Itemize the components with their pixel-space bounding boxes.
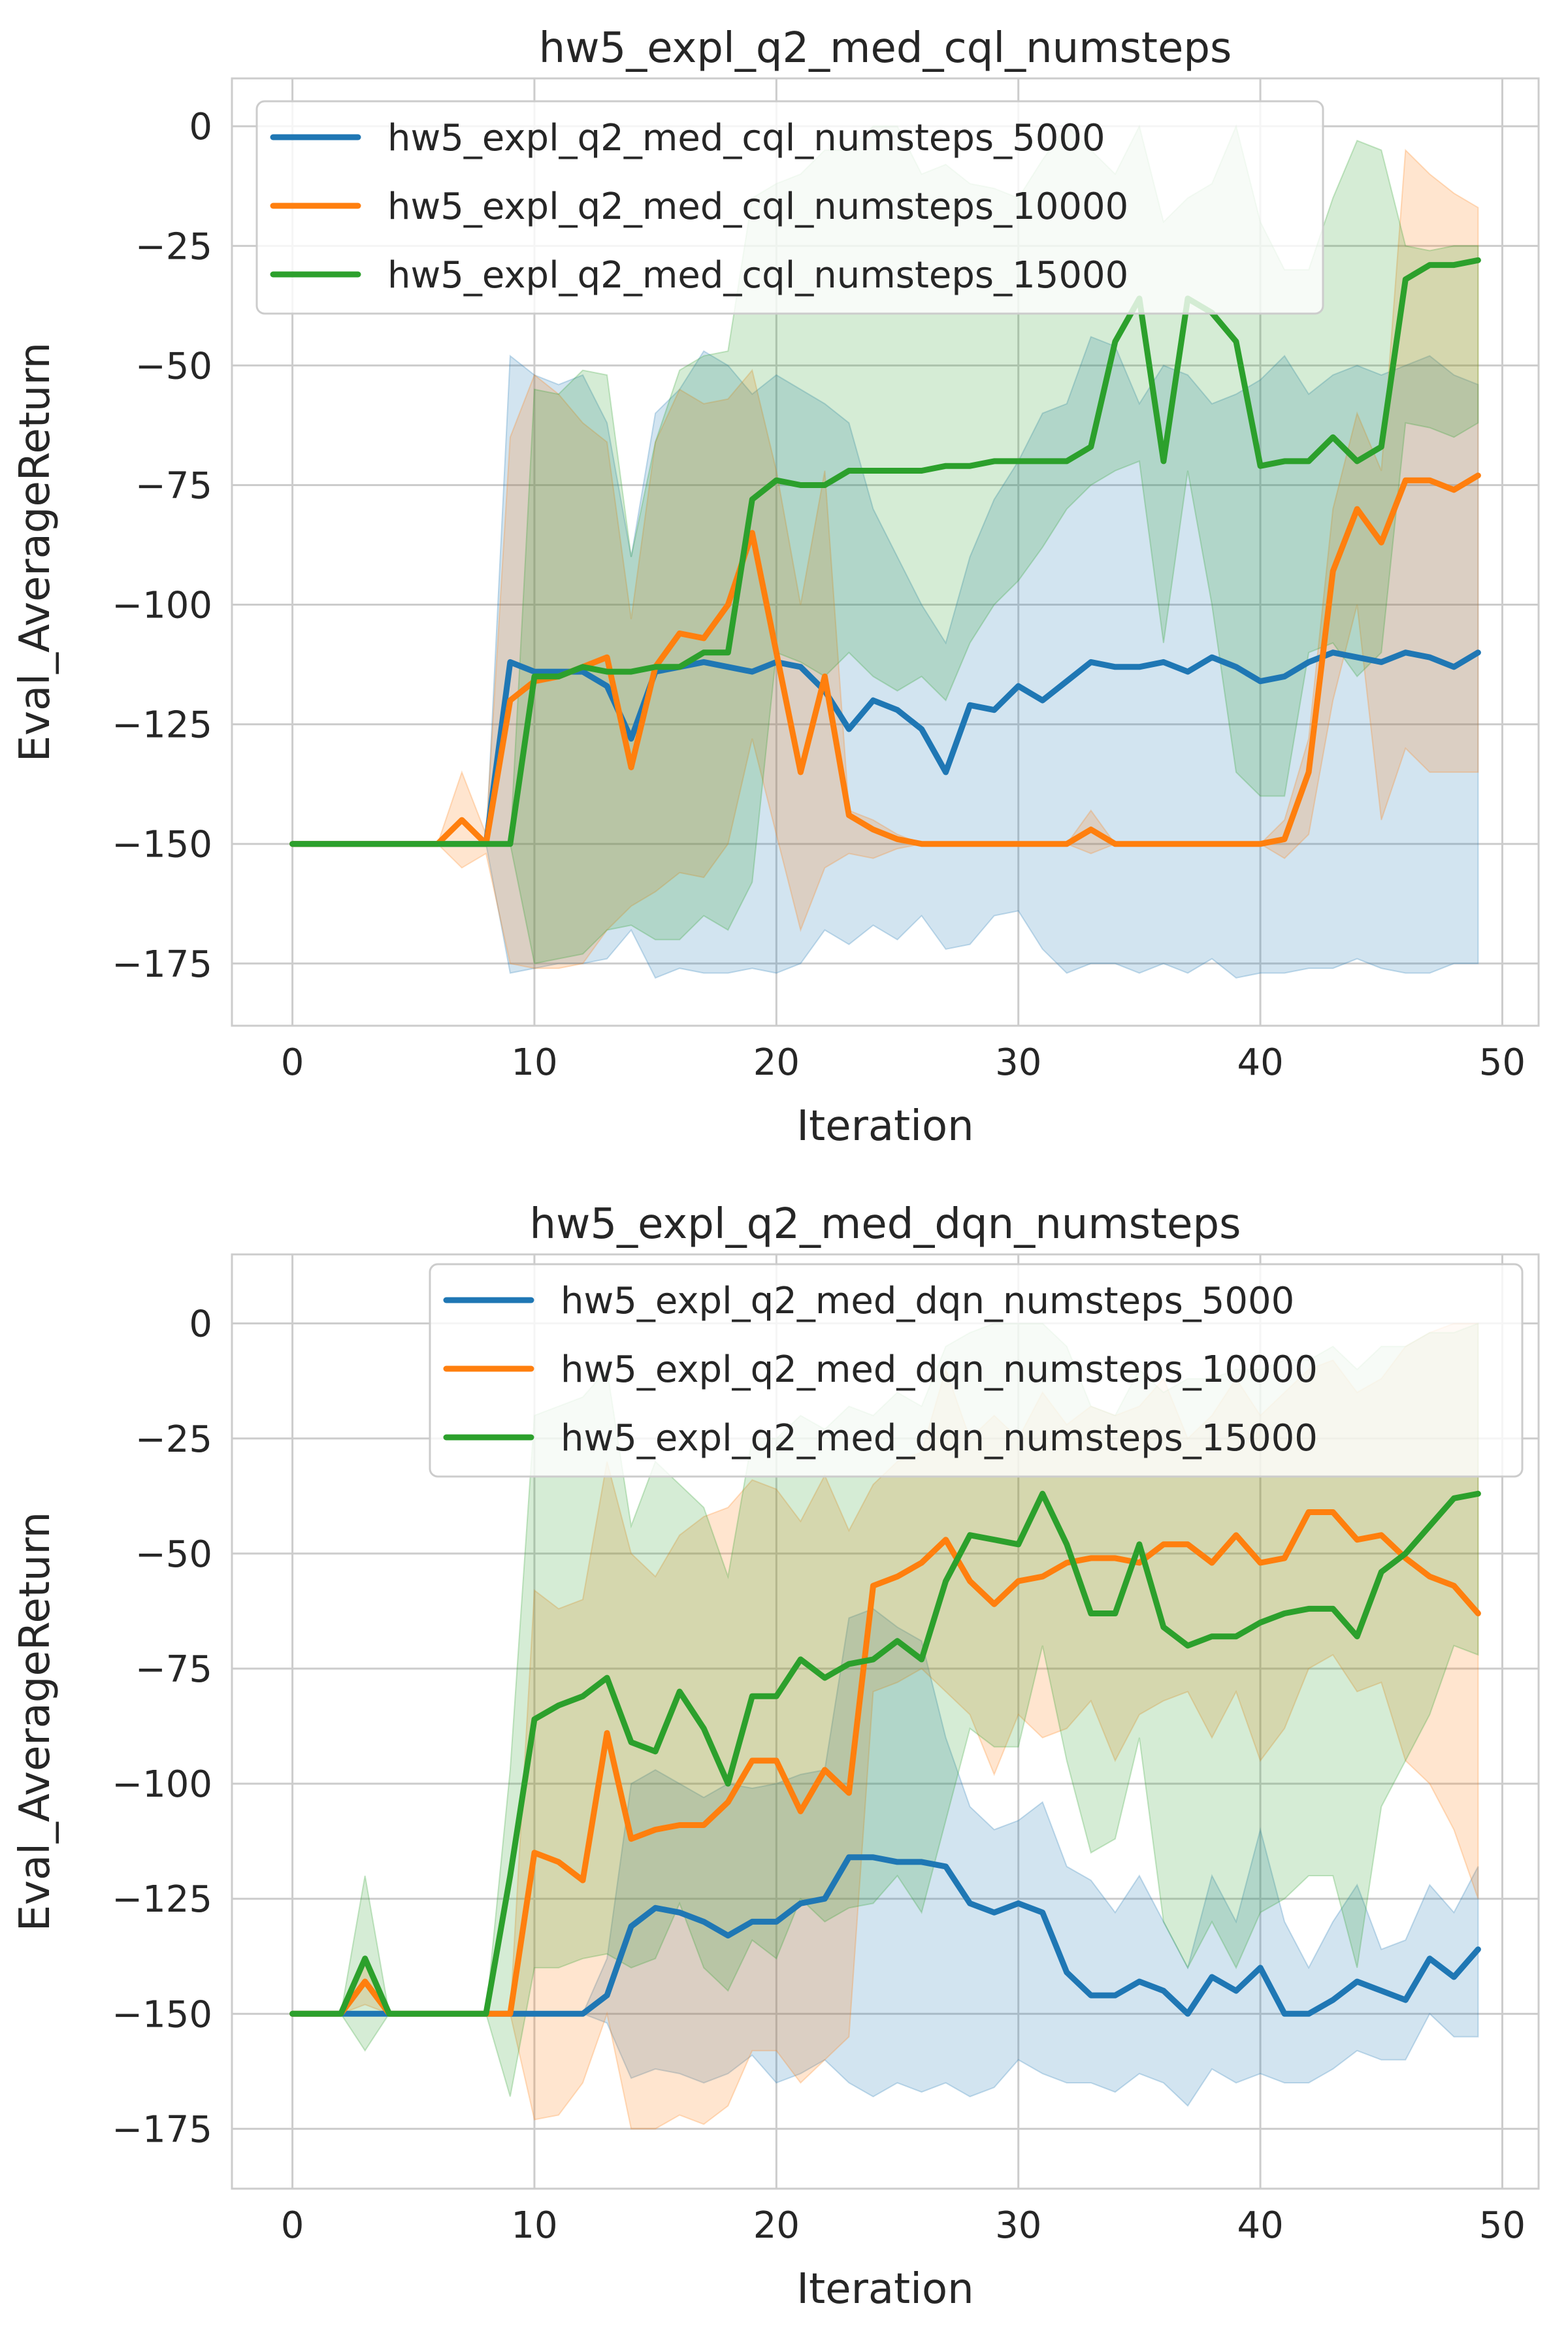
legend-label-1: hw5_expl_q2_med_cql_numsteps_5000	[387, 117, 1105, 159]
confidence-band-2	[292, 148, 1479, 970]
cql-legend: hw5_expl_q2_med_cql_numsteps_5000 hw5_exp…	[255, 100, 1324, 315]
x-tick-label: 10	[511, 1041, 557, 1084]
x-tick-label: 0	[281, 1041, 304, 1084]
series-line-2	[289, 472, 1481, 847]
y-tick-label: −125	[112, 1878, 212, 1921]
y-tick-label: −50	[135, 345, 212, 387]
y-tick-label: −150	[112, 1993, 212, 2036]
dqn-x-ticks: 0 10 20 30 40 50	[281, 2204, 1526, 2247]
cql-y-ticks: 0 −25 −50 −75 −100 −125 −150 −175	[112, 106, 212, 986]
y-tick-label: 0	[189, 106, 212, 148]
legend-label-2: hw5_expl_q2_med_dqn_numsteps_10000	[561, 1348, 1318, 1391]
dqn-y-ticks: 0 −25 −50 −75 −100 −125 −150 −175	[112, 1303, 212, 2151]
cql-y-axis-label: Eval_AverageReturn	[11, 342, 59, 762]
legend-label-3: hw5_expl_q2_med_cql_numsteps_15000	[387, 254, 1128, 297]
x-tick-label: 0	[281, 2204, 304, 2247]
cql-x-ticks: 0 10 20 30 40 50	[281, 1041, 1526, 1084]
y-tick-label: −75	[135, 465, 212, 507]
dqn-lines	[289, 1490, 1481, 2017]
y-tick-label: −75	[135, 1648, 212, 1691]
x-tick-label: 20	[753, 2204, 800, 2247]
dqn-y-axis-label: Eval_AverageReturn	[11, 1512, 59, 1932]
y-tick-label: −125	[112, 704, 212, 747]
series-line-3	[289, 1490, 1481, 2017]
cql-lines	[289, 257, 1481, 847]
y-tick-label: −100	[112, 1763, 212, 1806]
confidence-band-1	[292, 336, 1479, 979]
confidence-band-3	[292, 1322, 1479, 2097]
legend-label-2: hw5_expl_q2_med_cql_numsteps_10000	[387, 186, 1128, 228]
x-tick-label: 30	[995, 1041, 1041, 1084]
cql-chart-title: hw5_expl_q2_med_cql_numsteps	[539, 24, 1232, 73]
y-tick-label: −100	[112, 585, 212, 627]
dqn-chart-title: hw5_expl_q2_med_dqn_numsteps	[530, 1200, 1241, 1249]
series-line-3	[289, 257, 1481, 847]
y-tick-label: −175	[112, 943, 212, 986]
y-tick-label: −175	[112, 2108, 212, 2151]
x-tick-label: 50	[1479, 2204, 1526, 2247]
x-tick-label: 10	[511, 2204, 557, 2247]
x-tick-label: 30	[995, 2204, 1041, 2247]
y-tick-label: 0	[189, 1303, 212, 1346]
dqn-chart: 0 10 20 30 40 50 0 −25 −50 −75 −100 −125 −150 −175 h…	[11, 1200, 1540, 2313]
y-tick-label: −50	[135, 1533, 212, 1576]
series-line-2	[289, 1509, 1481, 2017]
y-tick-label: −150	[112, 824, 212, 866]
x-tick-label: 40	[1237, 2204, 1283, 2247]
y-tick-label: −25	[135, 225, 212, 268]
cql-chart: 0 10 20 30 40 50 0 −25 −50 −75 −100 −125 −150 −175 h…	[11, 24, 1540, 1151]
x-tick-label: 50	[1479, 1041, 1526, 1084]
legend-label-1: hw5_expl_q2_med_dqn_numsteps_5000	[561, 1280, 1294, 1322]
dqn-x-axis-label: Iteration	[796, 2265, 973, 2313]
dqn-legend: hw5_expl_q2_med_dqn_numsteps_5000 hw5_exp…	[429, 1263, 1524, 1478]
x-tick-label: 40	[1237, 1041, 1283, 1084]
legend-box	[255, 100, 1324, 315]
legend-box	[429, 1263, 1524, 1478]
cql-x-axis-label: Iteration	[796, 1102, 973, 1151]
legend-label-3: hw5_expl_q2_med_dqn_numsteps_15000	[561, 1417, 1318, 1460]
x-tick-label: 20	[753, 1041, 800, 1084]
y-tick-label: −25	[135, 1418, 212, 1461]
